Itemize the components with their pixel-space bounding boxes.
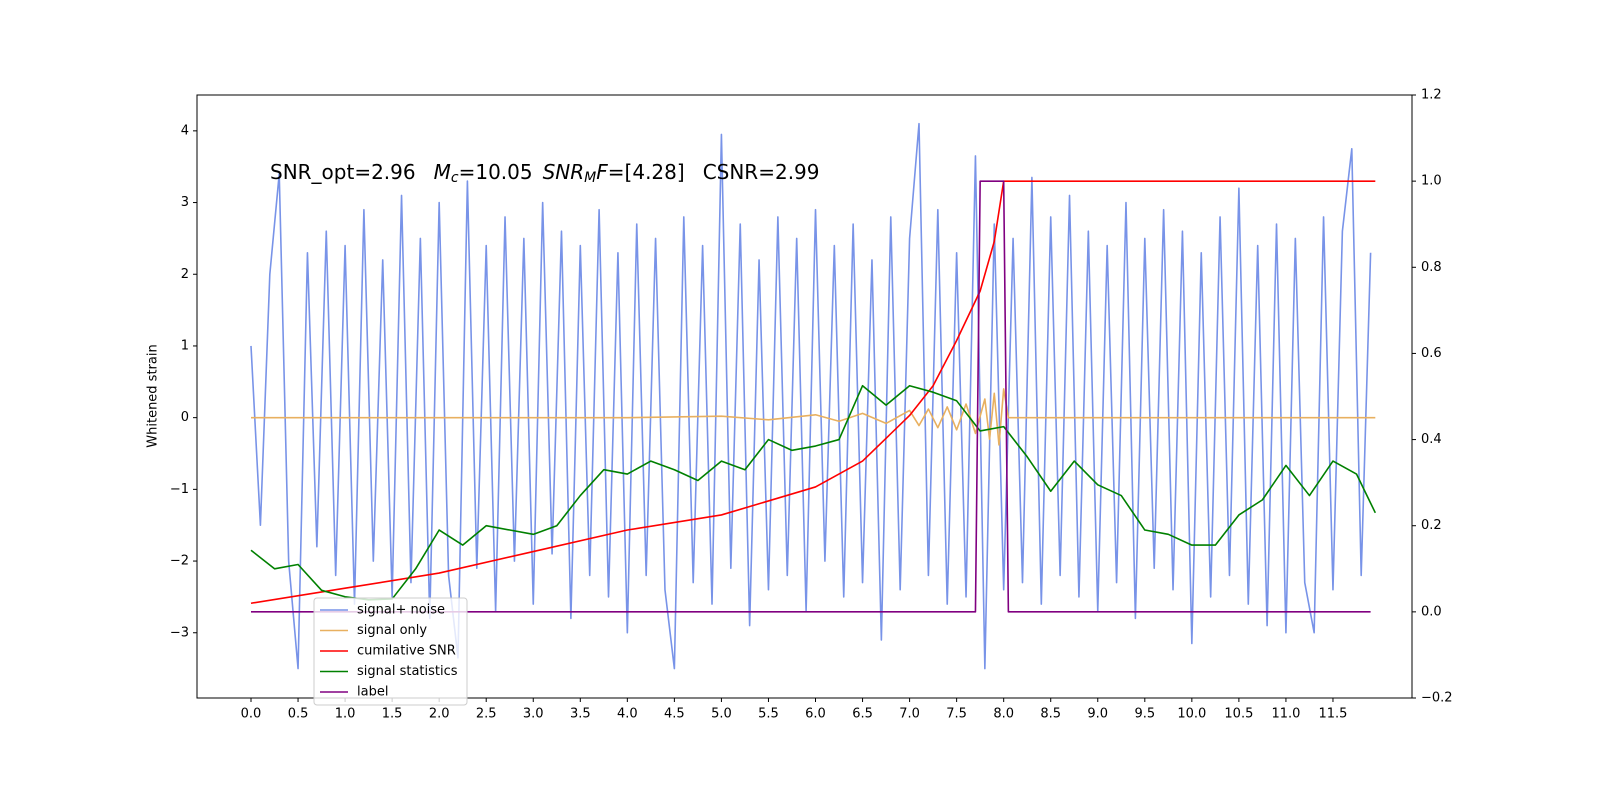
y-tick-label: 1: [181, 338, 189, 353]
y-tick-label: 3: [181, 195, 189, 210]
x-tick-label: 0.5: [288, 707, 309, 722]
y2-tick-label: −0.2: [1421, 691, 1453, 706]
legend-label: signal+ noise: [357, 603, 445, 618]
x-tick-label: 3.5: [570, 707, 591, 722]
axes-frame: [196, 94, 1413, 699]
y2-tick-label: 1.0: [1421, 174, 1442, 189]
x-tick-label: 5.0: [711, 707, 732, 722]
y2-tick-label: 0.2: [1421, 518, 1442, 533]
x-tick-label: 4.5: [664, 707, 685, 722]
series-line: [250, 180, 1376, 605]
y-axis-label: Whitened strain: [146, 344, 161, 447]
x-tick-label: 6.0: [805, 707, 826, 722]
annotation-part: M: [584, 170, 596, 186]
legend-label: cumilative SNR: [357, 644, 456, 659]
x-tick-label: 10.5: [1224, 707, 1253, 722]
legend-label: signal only: [357, 623, 427, 638]
y-tick-label: −2: [170, 554, 189, 569]
x-tick-label: 7.5: [946, 707, 967, 722]
annotation: SNR_opt=2.96 Mc=10.05 SNRMF=[4.28] CSNR=2.9…: [270, 160, 820, 187]
legend: signal+ noise signal only cumilative SNR si…: [313, 597, 468, 706]
y2-tick-label: 0.6: [1421, 346, 1442, 361]
legend-box: [313, 597, 468, 706]
annotation-part: =[4.28]: [608, 160, 685, 184]
plot-area: [250, 122, 1377, 670]
annotation-part: CSNR=2.99: [703, 160, 820, 184]
legend-label: signal statistics: [357, 664, 458, 679]
x-tick-label: 0.0: [241, 707, 262, 722]
annotation-part: M: [434, 160, 451, 184]
annotation-part: =10.05: [459, 160, 533, 184]
x-tick-label: 9.0: [1087, 707, 1108, 722]
x-tick-label: 11.0: [1271, 707, 1300, 722]
series-line: [251, 180, 1371, 613]
series-line: [251, 388, 1376, 446]
x-tick-label: 3.0: [523, 707, 544, 722]
x-tick-label: 7.0: [899, 707, 920, 722]
x-tick-label: 11.5: [1318, 707, 1347, 722]
y-tick-label: −3: [170, 625, 189, 640]
x-tick-label: 1.5: [382, 707, 403, 722]
series-line: [250, 384, 1377, 601]
y2-tick-label: 0.0: [1421, 604, 1442, 619]
x-tick-label: 9.5: [1134, 707, 1155, 722]
x-tick-label: 2.0: [429, 707, 450, 722]
x-tick-label: 8.5: [1040, 707, 1061, 722]
x-tick-label: 6.5: [852, 707, 873, 722]
x-tick-label: 5.5: [758, 707, 779, 722]
y2-tick-label: 1.2: [1421, 88, 1442, 103]
x-tick-label: 1.0: [335, 707, 356, 722]
y2-tick-label: 0.8: [1421, 260, 1442, 275]
x-tick-label: 2.5: [476, 707, 497, 722]
annotation-part: c: [451, 170, 459, 186]
y-tick-label: −1: [170, 482, 189, 497]
legend-label: label: [357, 685, 388, 700]
x-tick-label: 4.0: [617, 707, 638, 722]
y-tick-label: 4: [181, 123, 189, 138]
y-tick-label: 0: [181, 410, 189, 425]
y-tick-label: 2: [181, 267, 189, 282]
x-tick-label: 8.0: [993, 707, 1014, 722]
y2-tick-label: 0.4: [1421, 432, 1442, 447]
x-tick-label: 10.0: [1177, 707, 1206, 722]
annotation-part: SNR: [543, 160, 585, 184]
series-line: [250, 122, 1372, 670]
annotation-part: SNR_opt=2.96: [270, 160, 416, 184]
annotation-part: F: [596, 160, 608, 184]
